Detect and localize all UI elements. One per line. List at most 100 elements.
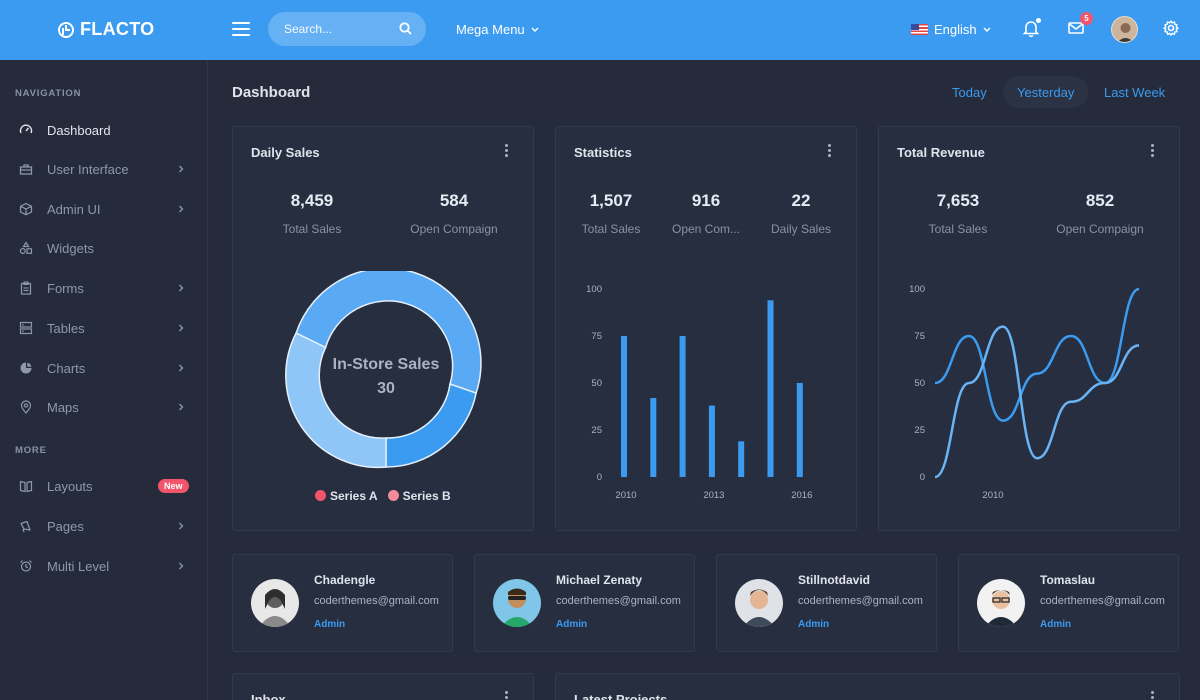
legend-item-series-a[interactable]: Series A [315,489,378,503]
stat-label: Daily Sales [770,222,832,236]
sidebar-item-label: Tables [47,320,85,336]
x-tick-label: 2013 [703,490,724,501]
sidebar-item-tables[interactable]: Tables [0,310,208,346]
sidebar-item-multi-level[interactable]: Multi Level [0,548,208,584]
sidebar-item-user-interface[interactable]: User Interface [0,151,208,187]
mega-menu-label: Mega Menu [456,22,525,37]
user-email: coderthemes@gmail.com [1040,595,1165,607]
settings-button[interactable] [1162,19,1182,39]
messages-button[interactable]: 5 [1067,12,1093,39]
card-title: Statistics [574,145,632,160]
sidebar-item-layouts[interactable]: Layouts New [0,468,208,504]
user-card[interactable]: Michael Zenaty coderthemes@gmail.com Adm… [474,554,695,652]
bar [679,336,686,477]
card-title: Latest Projects [574,692,668,700]
sidebar-item-maps[interactable]: Maps [0,389,208,425]
user-avatar[interactable] [1111,16,1138,43]
stat-total-sales: 7,653 Total Sales [903,191,1013,236]
series-line [934,325,1140,479]
user-name: Chadengle [314,573,376,587]
chevron-right-icon [179,284,184,292]
stat-label: Open Compaign [410,222,498,236]
legend-label: Series B [402,489,451,503]
more-vertical-icon[interactable] [828,144,832,158]
stat-value: 8,459 [290,191,334,210]
language-selector[interactable]: English [911,22,991,37]
stat-open-compaign: 852 Open Compaign [1045,191,1155,236]
sidebar-item-label: Charts [47,360,86,376]
stat-value: 916 [691,191,721,210]
card-title: Total Revenue [897,145,985,160]
stat-open-compaign: 916 Open Com... [661,191,751,236]
stat-value: 1,507 [589,191,633,210]
range-last-week-button[interactable]: Last Week [1104,84,1166,100]
stat-value: 852 [1085,191,1115,210]
stat-open-compaign: 584 Open Compaign [399,191,509,236]
sidebar-item-charts[interactable]: Charts [0,350,208,386]
user-avatar [493,579,541,627]
megaphone-icon [20,520,31,533]
chevron-right-icon [179,205,184,213]
legend-label: Series A [330,489,378,503]
cube-icon [19,202,33,216]
legend-swatch [387,490,399,501]
user-name: Michael Zenaty [556,573,643,587]
y-tick-label: 50 [914,378,925,389]
sidebar-item-pages[interactable]: Pages [0,508,208,544]
sidebar-item-label: Pages [47,518,84,534]
chevron-right-icon [179,165,184,173]
stat-total-sales: 1,507 Total Sales [566,191,656,236]
donut-chart: In-Store Sales 30 [285,271,482,469]
donut-segment [385,382,477,468]
map-pin-icon [20,400,32,414]
range-today-button[interactable]: Today [952,84,987,100]
mega-menu-button[interactable]: Mega Menu [456,22,539,37]
user-card[interactable]: Stillnotdavid coderthemes@gmail.com Admi… [716,554,937,652]
bar [738,441,745,477]
nav-section-title: NAVIGATION [15,88,82,99]
sidebar-item-widgets[interactable]: Widgets [0,230,208,266]
inbox-card: Inbox [232,673,534,700]
chevron-right-icon [179,403,184,411]
legend-item-series-b[interactable]: Series B [387,489,451,503]
user-avatar [251,579,299,627]
pie-chart-icon [20,362,32,374]
user-email: coderthemes@gmail.com [556,595,681,607]
user-card[interactable]: Tomaslau coderthemes@gmail.com Admin [958,554,1179,652]
language-label: English [934,22,977,37]
book-open-icon [19,480,33,493]
sidebar-item-admin-ui[interactable]: Admin UI [0,191,208,227]
search-input[interactable] [284,22,384,36]
bar [767,300,774,477]
user-role: Admin [798,619,830,630]
gauge-icon [19,124,33,134]
menu-toggle-icon[interactable] [232,22,250,36]
more-vertical-icon[interactable] [505,144,509,158]
range-yesterday-button[interactable]: Yesterday [1003,76,1089,108]
stat-value: 584 [439,191,469,210]
notification-dot [1036,18,1041,23]
more-vertical-icon[interactable] [1151,691,1155,700]
bar [708,405,715,477]
brand-logo[interactable]: FLACTO [58,19,154,40]
mail-count-badge: 5 [1080,12,1093,25]
sidebar-item-label: User Interface [47,161,129,177]
sidebar-item-dashboard[interactable]: Dashboard [0,112,208,148]
user-role: Admin [556,619,588,630]
sidebar-item-label: Admin UI [47,201,101,217]
user-card[interactable]: Chadengle coderthemes@gmail.com Admin [232,554,453,652]
sidebar-item-forms[interactable]: Forms [0,270,208,306]
topbar: FLACTO Mega Menu English 5 [0,0,1200,60]
search-icon[interactable] [399,22,412,35]
donut-segment [295,271,482,395]
x-tick-label: 2010 [982,490,1003,501]
stat-label: Total Sales [581,222,641,236]
search-box [268,12,426,46]
x-tick-label: 2010 [615,490,636,501]
bell-icon [1022,21,1040,38]
y-tick-label: 75 [591,331,602,342]
more-vertical-icon[interactable] [1151,144,1155,158]
total-revenue-card: Total Revenue 7,653 Total Sales 852 Open… [878,126,1180,531]
notifications-button[interactable] [1022,18,1042,39]
more-vertical-icon[interactable] [505,691,509,700]
